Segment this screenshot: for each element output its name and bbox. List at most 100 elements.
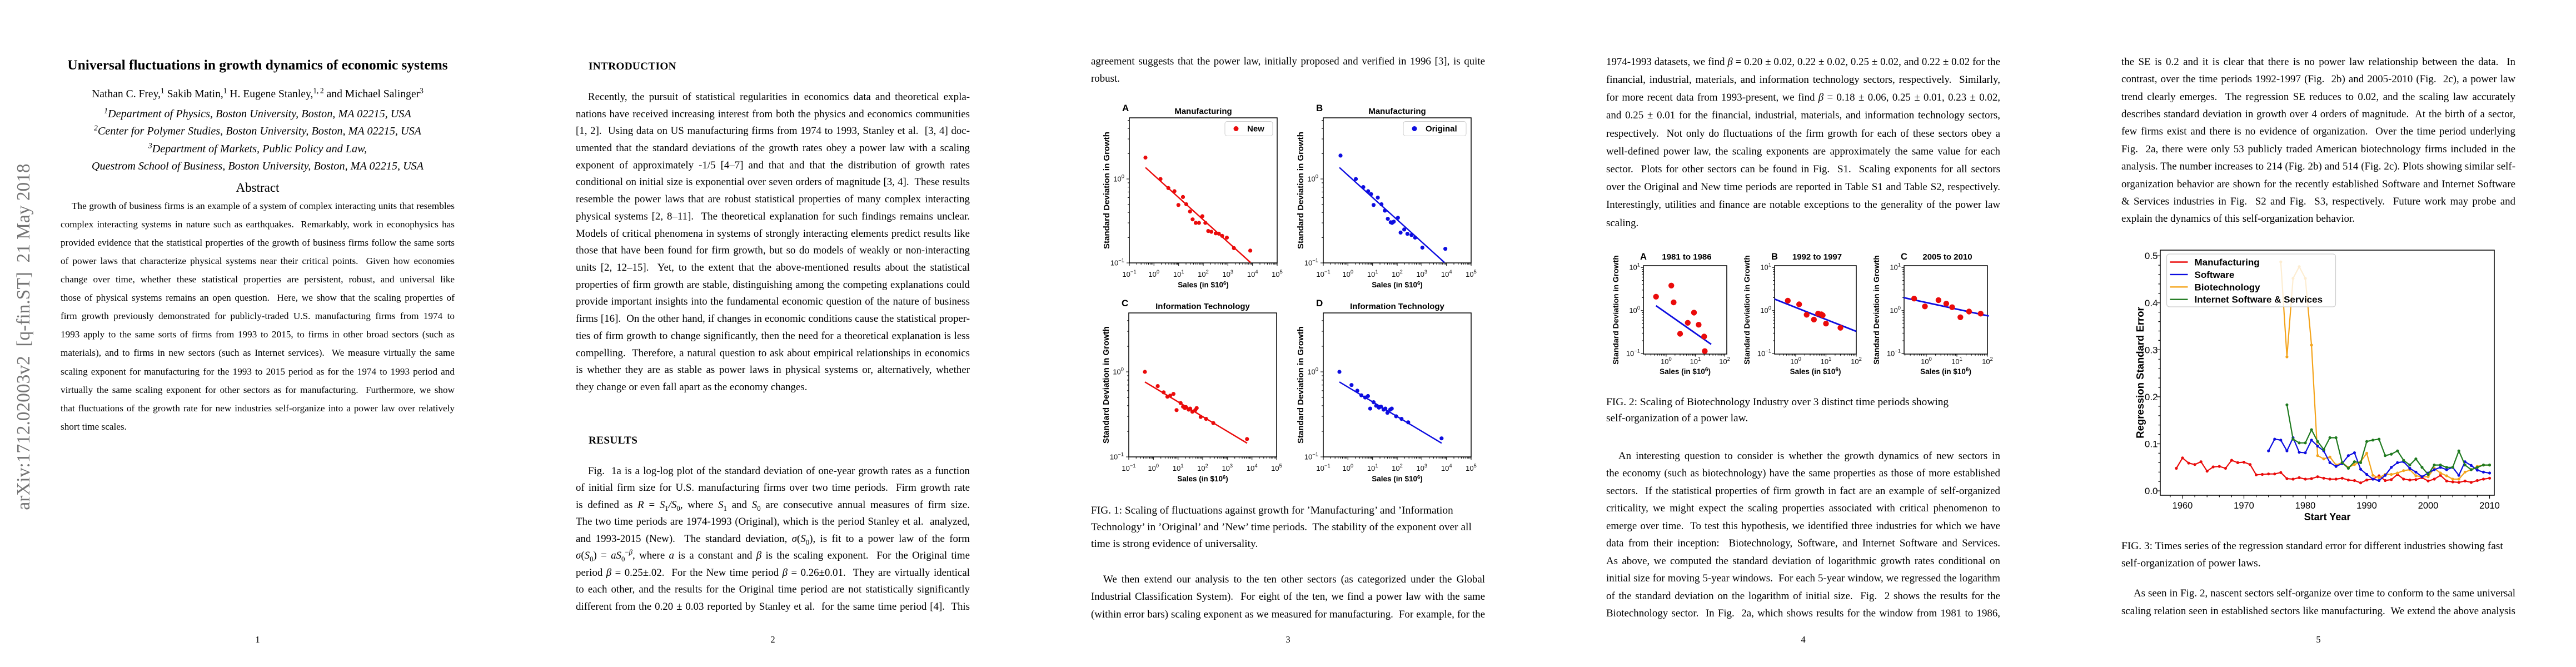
svg-text:B: B — [1771, 252, 1778, 262]
svg-text:10−1: 10−1 — [1316, 462, 1330, 472]
svg-text:Information Technology: Information Technology — [1350, 302, 1444, 311]
svg-text:101: 101 — [1760, 262, 1771, 272]
svg-text:103: 103 — [1416, 462, 1427, 472]
svg-text:104: 104 — [1441, 462, 1452, 472]
svg-text:2005 to 2010: 2005 to 2010 — [1922, 252, 1972, 262]
svg-text:100: 100 — [1760, 305, 1771, 315]
svg-text:10−1: 10−1 — [1626, 348, 1640, 358]
svg-text:1970: 1970 — [2234, 501, 2254, 511]
svg-text:10−1: 10−1 — [1122, 268, 1136, 278]
svg-text:1990: 1990 — [2356, 501, 2377, 511]
svg-text:10−1: 10−1 — [1304, 451, 1318, 461]
svg-text:2000: 2000 — [2418, 501, 2439, 511]
svg-text:Software: Software — [2195, 270, 2235, 280]
svg-text:102: 102 — [1392, 268, 1403, 278]
svg-text:A: A — [1640, 252, 1647, 262]
svg-text:Standard Deviation in Growth: Standard Deviation in Growth — [1742, 255, 1751, 365]
svg-text:100: 100 — [1342, 462, 1353, 472]
svg-text:105: 105 — [1466, 268, 1477, 278]
svg-text:1980: 1980 — [2295, 501, 2316, 511]
svg-text:10−1: 10−1 — [1316, 268, 1330, 278]
svg-text:Internet Software & Services: Internet Software & Services — [2195, 295, 2323, 305]
svg-text:Biotechnology: Biotechnology — [2195, 282, 2261, 292]
svg-text:100: 100 — [1890, 305, 1901, 315]
svg-text:101: 101 — [1821, 356, 1832, 366]
svg-text:Sales (in $106): Sales (in $106) — [1790, 367, 1841, 376]
svg-text:Sales (in $106): Sales (in $106) — [1920, 367, 1971, 376]
svg-text:100: 100 — [1307, 173, 1318, 183]
svg-text:Manufacturing: Manufacturing — [1368, 107, 1426, 116]
svg-text:101: 101 — [1629, 262, 1640, 272]
svg-text:10−1: 10−1 — [1110, 257, 1124, 267]
svg-text:10−1: 10−1 — [1757, 348, 1771, 358]
svg-text:101: 101 — [1173, 268, 1184, 278]
svg-text:Sales (in $106): Sales (in $106) — [1372, 475, 1423, 484]
svg-text:Standard Deviation in Growth: Standard Deviation in Growth — [1102, 326, 1111, 444]
svg-text:10−1: 10−1 — [1110, 451, 1124, 461]
svg-text:0.4: 0.4 — [2145, 298, 2158, 308]
svg-text:Sales (in $106): Sales (in $106) — [1178, 281, 1229, 290]
svg-text:0.1: 0.1 — [2145, 439, 2158, 450]
svg-text:101: 101 — [1173, 462, 1184, 472]
svg-text:102: 102 — [1197, 462, 1208, 472]
svg-text:105: 105 — [1466, 462, 1477, 472]
svg-text:102: 102 — [1198, 268, 1209, 278]
svg-text:10−1: 10−1 — [1887, 348, 1901, 358]
svg-text:10−1: 10−1 — [1304, 257, 1318, 267]
svg-text:Original: Original — [1426, 125, 1457, 134]
svg-text:Manufacturing: Manufacturing — [2195, 257, 2260, 268]
svg-text:A: A — [1122, 103, 1129, 113]
svg-text:103: 103 — [1416, 268, 1427, 278]
svg-text:100: 100 — [1148, 462, 1159, 472]
svg-text:Standard Deviation in Growth: Standard Deviation in Growth — [1611, 255, 1620, 365]
svg-text:Standard Deviation in Growth: Standard Deviation in Growth — [1102, 132, 1112, 249]
svg-text:102: 102 — [1982, 356, 1993, 366]
svg-text:100: 100 — [1307, 366, 1318, 376]
svg-text:1992 to 1997: 1992 to 1997 — [1792, 252, 1842, 262]
svg-text:D: D — [1316, 298, 1323, 308]
svg-text:102: 102 — [1392, 462, 1403, 472]
svg-text:100: 100 — [1113, 366, 1124, 376]
svg-text:0.0: 0.0 — [2145, 486, 2158, 496]
svg-text:100: 100 — [1113, 173, 1124, 183]
svg-text:C: C — [1901, 252, 1907, 262]
svg-text:103: 103 — [1222, 462, 1233, 472]
svg-text:1960: 1960 — [2173, 501, 2193, 511]
svg-text:Standard Deviation in Growth: Standard Deviation in Growth — [1296, 132, 1306, 249]
svg-text:C: C — [1122, 298, 1128, 308]
svg-text:10−1: 10−1 — [1122, 462, 1135, 472]
svg-text:0.3: 0.3 — [2145, 345, 2158, 355]
svg-text:104: 104 — [1441, 268, 1452, 278]
svg-text:2010: 2010 — [2479, 501, 2500, 511]
svg-text:Manufacturing: Manufacturing — [1174, 107, 1232, 116]
svg-text:100: 100 — [1661, 356, 1672, 366]
svg-text:Sales (in $106): Sales (in $106) — [1660, 367, 1711, 376]
svg-text:105: 105 — [1271, 462, 1282, 472]
svg-text:104: 104 — [1247, 268, 1258, 278]
svg-text:Sales (in $106): Sales (in $106) — [1177, 475, 1228, 484]
svg-text:105: 105 — [1272, 268, 1283, 278]
svg-text:0.2: 0.2 — [2145, 392, 2158, 402]
svg-text:102: 102 — [1851, 356, 1862, 366]
svg-text:Standard Deviation in Growth: Standard Deviation in Growth — [1872, 255, 1881, 365]
svg-text:New: New — [1247, 125, 1264, 134]
svg-text:101: 101 — [1890, 262, 1901, 272]
svg-text:100: 100 — [1921, 356, 1932, 366]
svg-text:Standard Deviation in Growth: Standard Deviation in Growth — [1296, 326, 1306, 444]
svg-text:Sales (in $106): Sales (in $106) — [1372, 281, 1423, 290]
svg-text:101: 101 — [1951, 356, 1962, 366]
svg-text:Information Technology: Information Technology — [1155, 302, 1250, 311]
svg-text:100: 100 — [1342, 268, 1353, 278]
svg-text:101: 101 — [1690, 356, 1701, 366]
svg-text:0.5: 0.5 — [2145, 251, 2158, 261]
svg-text:103: 103 — [1222, 268, 1233, 278]
svg-text:B: B — [1316, 103, 1323, 113]
svg-text:Start Year: Start Year — [2304, 511, 2351, 522]
svg-text:100: 100 — [1148, 268, 1159, 278]
svg-text:102: 102 — [1719, 356, 1730, 366]
svg-text:101: 101 — [1367, 462, 1378, 472]
svg-text:100: 100 — [1790, 356, 1801, 366]
svg-text:Regression Standard Error: Regression Standard Error — [2134, 307, 2146, 438]
svg-text:100: 100 — [1629, 305, 1640, 315]
svg-text:1981 to 1986: 1981 to 1986 — [1662, 252, 1711, 262]
